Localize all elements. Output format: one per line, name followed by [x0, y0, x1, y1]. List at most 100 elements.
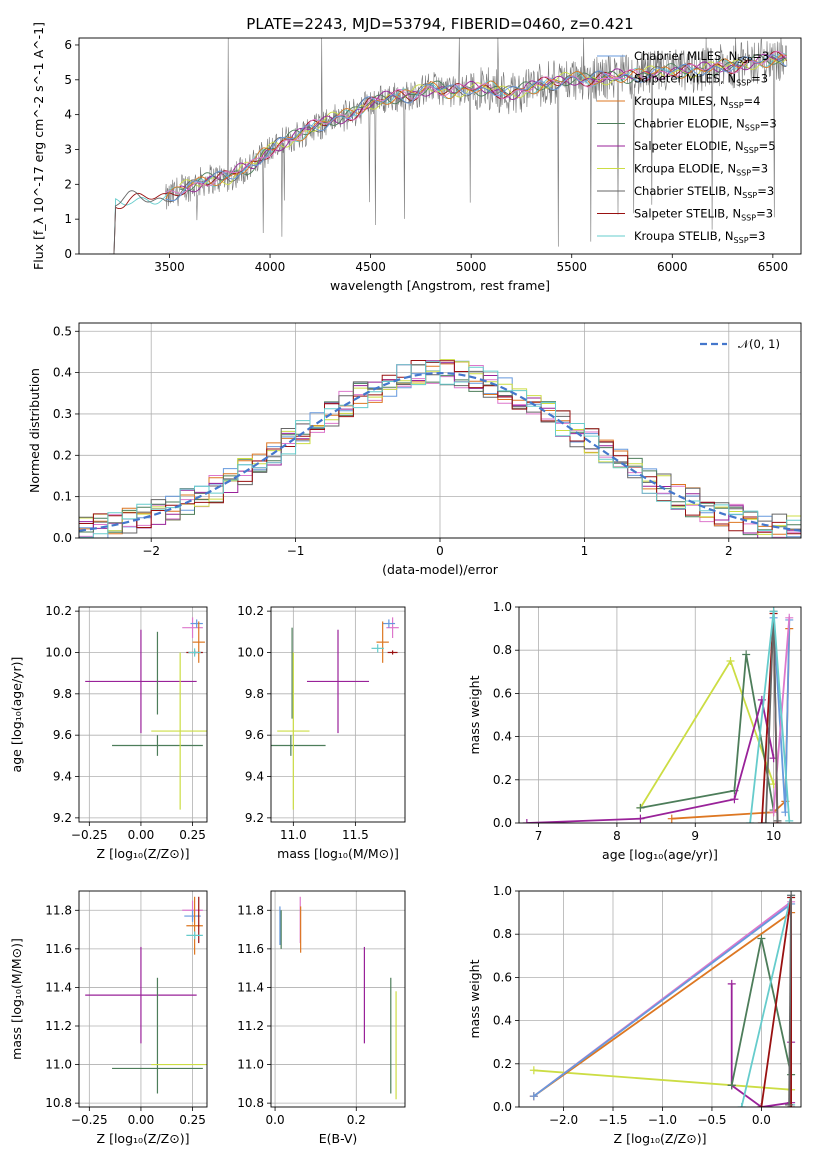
tick-label-y: 10.0 — [45, 645, 72, 659]
plot-area — [85, 896, 207, 1094]
panel-age-vs-Z: −0.25 0.00 0.25 9.2 9.4 9.6 9.8 10.0 10.2 Z [log₁… — [9, 604, 208, 861]
series-point — [787, 891, 796, 900]
tick-label-x: 11.0 — [280, 828, 307, 842]
series-point — [529, 1066, 538, 1075]
x-axis-label: age [log₁₀(age/yr)] — [602, 847, 718, 862]
series-point — [757, 819, 766, 823]
model-line — [165, 50, 787, 194]
series-point — [757, 1103, 766, 1107]
tick-label-y: 0.1 — [53, 490, 72, 504]
series-point — [636, 814, 645, 823]
tick-label-y: 11.6 — [237, 942, 264, 956]
series-point — [730, 795, 739, 804]
data-spectrum-line — [165, 38, 788, 247]
tick-label-y: 0.8 — [493, 927, 512, 941]
axes-frame — [270, 606, 406, 823]
legend-label: Kroupa MILES, NSSP=4 — [634, 94, 760, 110]
tick-label-y: 11.8 — [45, 903, 72, 917]
tick-label-y: 11.0 — [237, 1058, 264, 1072]
tick-label-x: 0.2 — [347, 1113, 366, 1127]
tick-label-y: 11.4 — [45, 980, 72, 994]
tick-label-y: 10.2 — [45, 604, 72, 618]
axes-frame — [270, 890, 406, 1108]
tick-label-x: 0.00 — [128, 828, 155, 842]
tick-label-y: 3 — [64, 142, 72, 156]
series-line — [533, 1069, 792, 1091]
tick-label-x: 0.25 — [179, 1113, 206, 1127]
tick-label-y: 0.5 — [53, 324, 72, 338]
series-point — [785, 816, 794, 823]
tick-label-x: −0.5 — [697, 1113, 726, 1127]
tick-label-x: 8 — [613, 829, 621, 843]
tick-label-y: 9.4 — [245, 770, 264, 784]
tick-label-x: 0.0 — [266, 1113, 285, 1127]
panel-weight-vs-Z: −2.0 −1.5 −1.0 −0.5 0.0 0.0 0.2 0.4 0.6 0.8 1.0 Z [… — [467, 884, 802, 1146]
panel-spectrum: 3500 4000 4500 5000 5500 6000 6500 0 1 2 3 4 5 6 wavel… — [31, 22, 802, 293]
tick-label-x: 0.0 — [752, 1113, 771, 1127]
plot-area — [79, 359, 801, 538]
legend-label: Kroupa STELIB, NSSP=3 — [634, 229, 765, 245]
tick-label-x: 11.5 — [342, 828, 369, 842]
tick-label-y: 9.6 — [53, 728, 72, 742]
x-axis-label: mass [log₁₀(M/M⊙)] — [277, 846, 399, 861]
tick-label-x: 4000 — [255, 260, 286, 274]
x-axis-label: (data-model)/error — [382, 562, 499, 577]
plot-area — [522, 607, 794, 823]
tick-label-y: 0.4 — [493, 730, 512, 744]
tick-label-x: 7 — [535, 829, 543, 843]
legend-label: Chabrier ELODIE, NSSP=3 — [634, 117, 777, 133]
tick-label-y: 11.6 — [45, 942, 72, 956]
tick-label-y: 0.2 — [53, 448, 72, 462]
tick-label-x: −0.25 — [71, 828, 108, 842]
y-axis-label: Flux [f_λ 10^-17 erg cm^-2 s^-1 A^-1] — [31, 22, 46, 270]
tick-label-y: 11.2 — [45, 1019, 72, 1033]
tick-label-y: 0.4 — [53, 366, 72, 380]
legend-label: 𝒩(0, 1) — [738, 337, 780, 351]
tick-label-y: 9.8 — [245, 687, 264, 701]
x-axis-label: Z [log₁₀(Z/Z⊙)] — [97, 1131, 190, 1146]
axes-frame — [78, 606, 208, 823]
tick-label-y: 6 — [64, 38, 72, 52]
series-point — [667, 814, 676, 823]
x-axis-label: Z [log₁₀(Z/Z⊙)] — [97, 846, 190, 861]
tick-label-x: 4500 — [355, 260, 386, 274]
legend-label: Chabrier STELIB, NSSP=3 — [634, 184, 774, 200]
tick-label-y: 9.8 — [53, 687, 72, 701]
legend-label: Kroupa ELODIE, NSSP=3 — [634, 162, 768, 178]
series-point — [727, 1081, 736, 1090]
tick-label-y: 0.2 — [493, 1057, 512, 1071]
tick-label-x: 6500 — [758, 260, 789, 274]
axes-frame — [78, 890, 208, 1108]
legend-label: Salpeter ELODIE, NSSP=5 — [634, 139, 776, 155]
tick-label-y: 1.0 — [493, 884, 512, 898]
series-point — [785, 613, 794, 622]
tick-label-x: 0.25 — [179, 828, 206, 842]
tick-label-y: 11.8 — [237, 903, 264, 917]
series-point — [529, 1092, 538, 1101]
tick-label-x: 10 — [766, 829, 781, 843]
tick-label-y: 10.0 — [237, 645, 264, 659]
series-point — [737, 1103, 746, 1107]
tick-label-y: 9.6 — [245, 728, 264, 742]
tick-label-x: −2.0 — [549, 1113, 578, 1127]
tick-label-x: 3500 — [154, 260, 185, 274]
legend-label: Chabrier MILES, NSSP=3 — [634, 49, 769, 65]
legend-label: Salpeter MILES, NSSP=3 — [634, 72, 768, 88]
series-point — [761, 819, 770, 823]
plot-area — [279, 896, 397, 1100]
tick-label-y: 9.2 — [245, 811, 264, 825]
axes-frame — [78, 322, 802, 539]
tick-label-x: −1.0 — [648, 1113, 677, 1127]
series-point — [522, 819, 531, 823]
panel-mass-vs-EBV: 0.0 0.2 10.8 11.0 11.2 11.4 11.6 11.8 E(B-V) — [237, 890, 406, 1146]
x-axis-label: E(B-V) — [319, 1131, 358, 1146]
plot-area — [85, 617, 207, 810]
tick-label-x: 1 — [581, 544, 589, 558]
tick-label-x: −2 — [142, 544, 160, 558]
tick-label-y: 4 — [64, 108, 72, 122]
tick-label-x: 6000 — [657, 260, 688, 274]
axes-frame — [518, 606, 802, 824]
panel-residuals: −2 −1 0 1 2 0.0 0.1 0.2 0.3 0.4 0.5 (data-model)/er… — [27, 322, 802, 577]
y-axis-label: mass weight — [467, 675, 482, 754]
y-axis-label: mass [log₁₀(M/M⊙)] — [9, 938, 24, 1060]
